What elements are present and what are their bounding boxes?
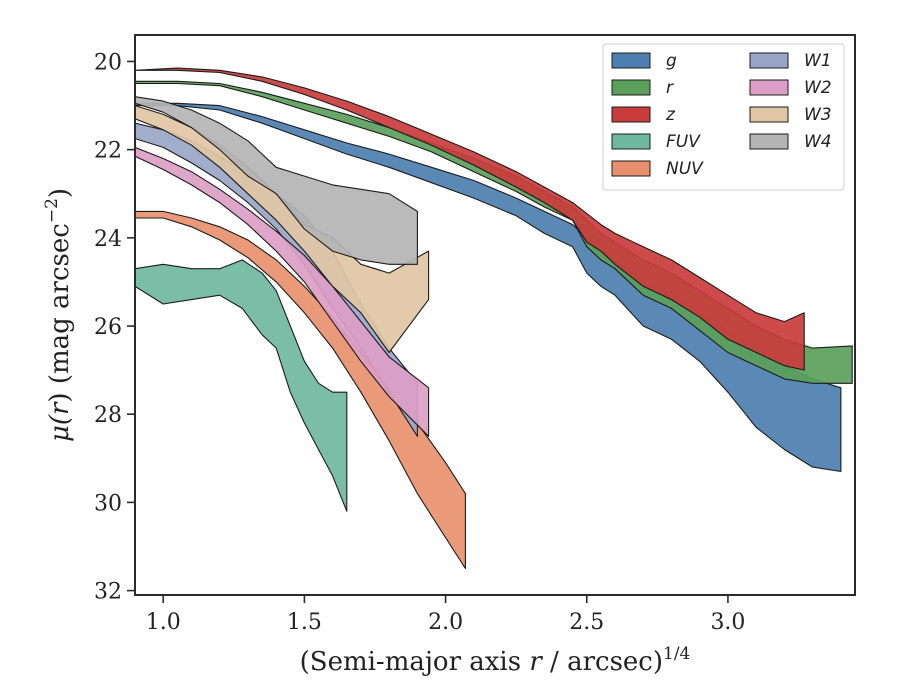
y-axis-label: μ(r) (mag arcsec−2) <box>42 188 75 442</box>
legend-swatch-w1 <box>749 52 789 69</box>
band-z <box>135 67 805 371</box>
y-tick-label: 26 <box>94 315 122 340</box>
band-g <box>135 102 842 473</box>
x-tick-label: 1.0 <box>146 610 181 635</box>
x-tick-label: 1.5 <box>287 610 322 635</box>
x-axis-ticks: 1.0 1.5 2.0 2.5 3.0 <box>146 595 745 635</box>
legend-label-w1: W1 <box>804 51 832 71</box>
legend-label-g: g <box>666 51 677 71</box>
x-tick-label: 2.5 <box>569 610 604 635</box>
legend: grz FUV NUV W1 W2 W3 W4 <box>602 43 845 191</box>
legend-swatch-w4 <box>749 133 789 150</box>
y-tick-label: 30 <box>94 491 122 516</box>
band-w4 <box>135 96 418 265</box>
legend-label-w4: W4 <box>804 132 832 152</box>
legend-swatch-fuv <box>611 133 651 150</box>
plot-frame <box>134 34 856 596</box>
legend-swatch-nuv <box>611 160 651 177</box>
y-tick-label: 28 <box>94 403 122 428</box>
legend-label-nuv: NUV <box>666 159 704 179</box>
band-fuv <box>135 259 348 512</box>
legend-label-z: z <box>665 105 676 125</box>
band-nuv <box>135 210 466 570</box>
legend-swatch-w3 <box>749 106 789 123</box>
x-tick-label: 2.0 <box>428 610 463 635</box>
legend-swatch-g <box>611 52 651 69</box>
legend-swatch-w2 <box>749 79 789 96</box>
x-axis-label: (Semi-major axis r / arcsec)1/4 <box>300 644 691 677</box>
x-tick-label: 3.0 <box>710 610 745 635</box>
y-tick-label: 32 <box>94 580 122 605</box>
legend-swatch-r <box>611 79 651 96</box>
legend-label-w2: W2 <box>804 78 832 98</box>
band-areas <box>135 67 853 570</box>
y-tick-label: 20 <box>94 50 122 75</box>
band-w2 <box>135 146 430 437</box>
legend-label-r: r <box>666 78 674 98</box>
legend-label-fuv: FUV <box>666 132 701 152</box>
y-axis-ticks: 20 22 24 26 28 30 32 <box>94 50 135 605</box>
legend-label-w3: W3 <box>804 105 832 125</box>
y-tick-label: 22 <box>94 139 122 164</box>
y-tick-label: 24 <box>94 227 122 252</box>
legend-swatch-z <box>611 106 651 123</box>
